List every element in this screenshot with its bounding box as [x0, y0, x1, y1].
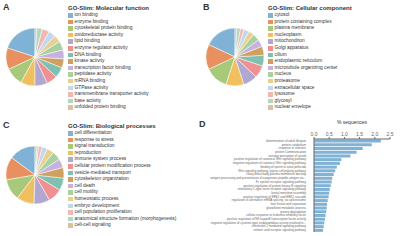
svg-text:determination of adult lifespa: determination of adult lifespan [266, 138, 306, 143]
html-text:signal transduction: signal transduction [74, 143, 115, 149]
svg-text:retinoic acid receptor signali: retinoic acid receptor signaling pathway [253, 228, 306, 232]
svg-text:glutathione metabolic process: glutathione metabolic process [266, 205, 306, 210]
html-text:lysosome: lysosome [274, 91, 295, 97]
html-text:GTPase activity: GTPase activity [74, 84, 109, 90]
html-text:unfolded protein binding: unfolded protein binding [74, 104, 126, 110]
svg-text:binding of sperm to zona pellu: binding of sperm to zona pellucida [260, 164, 306, 169]
html-text:immune system process: immune system process [74, 156, 127, 162]
html-text:cytoskeletal protein binding: cytoskeletal protein binding [74, 25, 133, 31]
html-text:glycosyl: glycosyl [274, 97, 292, 103]
svg-text:stimulatory C-type lectin rece: stimulatory C-type lectin receptor signa… [237, 187, 306, 192]
html-text:cell motility: cell motility [74, 189, 98, 195]
html-text:mRNA binding: mRNA binding [74, 77, 106, 83]
html-text:% sequences: % sequences [337, 119, 367, 125]
html-text:anatomical structure formation: anatomical structure formation (morphoge… [74, 215, 177, 221]
svg-text:Wnt signaling pathway, planar: Wnt signaling pathway, planar cell polar… [238, 168, 306, 173]
svg-text:positive regulation of NF-kapp: positive regulation of NF-kappaB transcr… [227, 217, 306, 221]
svg-text:interleukin-1 mediated signali: interleukin-1 mediated signaling pathway [251, 224, 306, 229]
html-text:Golgi apparatus: Golgi apparatus [274, 45, 309, 50]
svg-text:2.0: 2.0 [371, 131, 378, 137]
html-text:plasma membrane: plasma membrane [274, 25, 315, 31]
html-text:transcription factor binding: transcription factor binding [74, 64, 131, 70]
html-text:C: C [3, 120, 10, 130]
svg-text:negative regulation of canonic: negative regulation of canonical Wnt sig… [233, 161, 306, 166]
html-text:nuclear envelope: nuclear envelope [274, 104, 311, 110]
html-text:nucleus: nucleus [274, 71, 291, 77]
svg-text:0.0: 0.0 [311, 131, 318, 137]
html-text:cell death: cell death [74, 182, 95, 188]
svg-text:regulation of alternative mRNA: regulation of alternative mRNA splicing,… [231, 198, 306, 203]
svg-text:0.5: 0.5 [326, 131, 333, 137]
html-text:cell-cell signaling: cell-cell signaling [74, 222, 111, 228]
html-text:embryo development: embryo development [74, 202, 120, 208]
svg-text:protein Communication: protein Communication [275, 150, 306, 154]
html-text:DNA binding: DNA binding [74, 51, 102, 57]
html-text:cellular protein modification: cellular protein modification process [74, 163, 151, 168]
svg-text:response to stimulus: response to stimulus [278, 146, 306, 151]
html-text:nucleoplasm: nucleoplasm [274, 31, 302, 37]
html-text:cytoskeleton organization: cytoskeleton organization [74, 176, 129, 182]
html-text:oxidoreductase activity: oxidoreductase activity [74, 31, 123, 37]
svg-text:1.0: 1.0 [341, 131, 348, 137]
svg-text:protein degradation: protein degradation [280, 209, 306, 214]
html-text:transmembrane transporter acti: transmembrane transporter activity [74, 91, 149, 97]
html-text:A: A [3, 2, 10, 12]
html-text:mitochondrion: mitochondrion [274, 38, 305, 44]
html-text:proteasome: proteasome [274, 77, 300, 83]
html-text:cytosol: cytosol [274, 12, 290, 17]
svg-text:negative regulation of cystein: negative regulation of cysteine-type end… [210, 220, 306, 225]
svg-text:protein catabolism: protein catabolism [281, 142, 306, 147]
svg-text:positive regulation of canonic: positive regulation of canonical Wnt sig… [234, 157, 306, 162]
svg-text:cellular response to leukemia: cellular response to leukemia inhibitory… [246, 213, 306, 218]
html-text:extracellular space: extracellular space [274, 84, 315, 90]
svg-text:lateral meristem assembly: lateral meristem assembly [271, 190, 306, 195]
html-text:response to stress: response to stress [74, 136, 114, 142]
html-text:base activity: base activity [74, 97, 101, 103]
html-text:D: D [199, 119, 206, 129]
svg-text:1.5: 1.5 [356, 131, 363, 137]
svg-text:2.5: 2.5 [387, 131, 392, 137]
html-text:cilium: cilium [274, 51, 287, 57]
html-text:GO-Slim: Biological processes: GO-Slim: Biological processes [68, 123, 156, 129]
html-text:endoplasmic reticulum: endoplasmic reticulum [274, 58, 323, 64]
html-text:cell population proliferation: cell population proliferation [74, 209, 132, 215]
html-text:protein containing complex: protein containing complex [274, 18, 332, 24]
svg-text:positive regulation of protein: positive regulation of protein kinase B … [243, 183, 306, 188]
html-text:reproduction: reproduction [74, 149, 102, 155]
html-text:peptidase activity: peptidase activity [74, 71, 112, 77]
html-text:lipid binding: lipid binding [74, 38, 100, 44]
svg-text:ciliary basal body-plasma memb: ciliary basal body-plasma membrane docki… [246, 172, 306, 177]
svg-text:sensory perception of sound: sensory perception of sound [268, 153, 306, 158]
html-text:ion binding: ion binding [74, 12, 98, 17]
html-text:cell differentiation: cell differentiation [74, 130, 112, 135]
html-text:homeostatic process: homeostatic process [74, 195, 119, 201]
svg-text:liver fission and separation: liver fission and separation [270, 202, 306, 207]
svg-text:antigen processing and present: antigen processing and presentation of e… [210, 176, 306, 181]
html-text:GO-Slim: Molecular function: GO-Slim: Molecular function [68, 5, 149, 11]
svg-text:Fc epsilon receptor signaling: Fc epsilon receptor signaling pathway [255, 179, 306, 184]
html-text:enzyme regulator activity: enzyme regulator activity [74, 45, 128, 50]
html-text:vesicle-mediated transport: vesicle-mediated transport [74, 169, 131, 175]
html-text:GO-Slim: Cellular component: GO-Slim: Cellular component [268, 5, 352, 11]
html-text:kinase activity: kinase activity [74, 58, 105, 64]
html-text:B: B [203, 2, 210, 12]
svg-text:positive regulation of ERK1 an: positive regulation of ERK1 and ERK2 cas… [243, 194, 306, 199]
html-text:enzyme binding: enzyme binding [74, 18, 109, 24]
html-text:microtubule organizing center: microtubule organizing center [274, 64, 338, 70]
